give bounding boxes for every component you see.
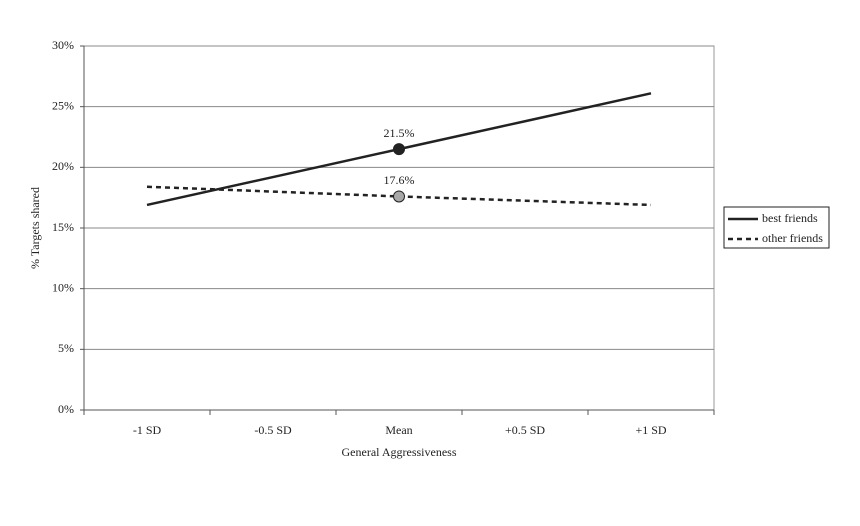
- y-tick-label: 10%: [52, 280, 74, 294]
- legend-box: [723, 206, 830, 249]
- y-tick-label: 0%: [58, 402, 74, 416]
- y-tick-label: 25%: [52, 98, 74, 112]
- y-tick-label: 15%: [52, 220, 74, 234]
- y-tick-label: 30%: [52, 38, 74, 52]
- legend-label: best friends: [762, 211, 818, 225]
- marker: [393, 190, 405, 203]
- x-tick-label: Mean: [385, 423, 412, 437]
- x-tick-label: -0.5 SD: [254, 423, 292, 437]
- x-tick-label: +1 SD: [635, 423, 666, 437]
- x-tick-label: +0.5 SD: [505, 423, 545, 437]
- marker: [393, 143, 405, 156]
- y-tick-label: 20%: [52, 159, 74, 173]
- legend-label: other friends: [762, 231, 823, 245]
- x-tick-label: -1 SD: [133, 423, 162, 437]
- y-tick-label: 5%: [58, 341, 74, 355]
- data-label: 21.5%: [384, 126, 415, 140]
- y-axis-title: % Targets shared: [28, 187, 42, 269]
- data-label: 17.6%: [384, 173, 415, 187]
- x-axis-title: General Aggressiveness: [342, 445, 457, 459]
